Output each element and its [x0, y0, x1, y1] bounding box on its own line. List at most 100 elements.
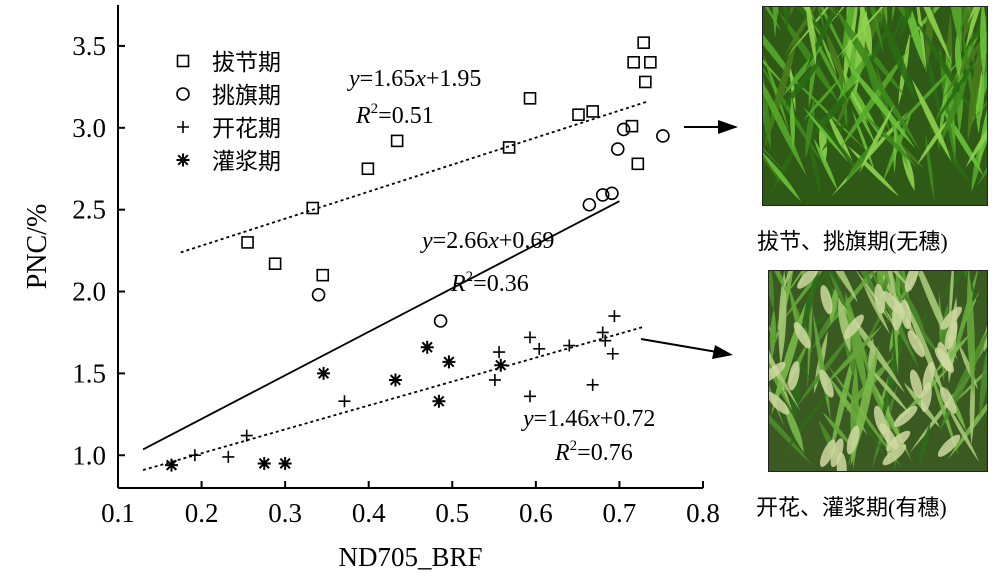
square-marker — [627, 56, 640, 69]
leaf-blade — [763, 99, 765, 103]
square-marker — [631, 157, 645, 171]
arrow-head — [712, 345, 733, 359]
wheat-ear — [819, 439, 836, 468]
x-tick-label: 0.1 — [101, 498, 135, 528]
leaf-blade — [825, 32, 846, 87]
r2-val: =0.76 — [577, 440, 633, 466]
leaf-blade — [781, 390, 830, 457]
x-tick-label: 0.5 — [435, 498, 469, 528]
wheat-ear — [846, 425, 860, 455]
arrow-head — [718, 120, 738, 134]
x-tick-label: 0.7 — [603, 498, 637, 528]
leaf-blade — [979, 69, 985, 121]
wheat-ear — [843, 314, 864, 340]
regression-equation: y=1.65x+1.95 — [347, 66, 481, 92]
leaf-blade — [916, 7, 927, 74]
r2-r: R — [554, 440, 570, 466]
regression-line-3 — [142, 325, 645, 471]
leaf-blade — [764, 7, 782, 32]
leaf-blade — [835, 271, 858, 303]
plus-marker — [493, 346, 506, 359]
legend-label: 拔节期 — [212, 50, 281, 76]
x-tick-label: 0.4 — [352, 498, 386, 528]
square-marker — [586, 105, 599, 118]
plus-marker — [563, 339, 576, 352]
plus-marker — [533, 342, 546, 355]
legend-label: 灌浆期 — [212, 149, 281, 175]
leaf-blade — [808, 137, 822, 198]
leaf-blade — [965, 129, 987, 168]
leaf-blade — [879, 308, 908, 432]
wheat-ear — [907, 330, 925, 358]
leaf-blade — [967, 7, 978, 25]
wheat-ear — [873, 405, 887, 435]
leaf-blade — [813, 138, 838, 191]
leaf-blade — [784, 7, 830, 60]
leaf-blade — [826, 271, 875, 330]
leaf-blade — [964, 7, 981, 52]
eq-slope: =2.66 — [433, 228, 489, 254]
leaf-blade — [829, 271, 848, 311]
eq-intercept: +1.95 — [426, 66, 482, 92]
leaf-blade — [911, 78, 952, 162]
leaf-blade — [779, 12, 840, 104]
legend-label: 开花期 — [212, 116, 281, 142]
leaf-blade — [763, 29, 799, 149]
leaf-blade — [902, 288, 926, 335]
leaf-blade — [811, 81, 858, 137]
leaf-blade — [942, 31, 987, 99]
leaf-blade — [805, 96, 815, 159]
leaf-blade — [834, 7, 884, 61]
leaf-blade — [954, 33, 962, 80]
r2-val: =0.51 — [378, 103, 434, 129]
square-marker — [390, 134, 404, 148]
leaf-blade — [818, 271, 828, 287]
leaf-blade — [964, 271, 967, 278]
leaf-blade — [891, 7, 896, 23]
circle-marker — [605, 186, 619, 201]
wheat-ear — [904, 271, 919, 293]
square-marker — [241, 236, 254, 249]
plus-marker — [240, 429, 253, 442]
leaf-blade — [882, 7, 888, 27]
y-tick-label: 1.5 — [72, 358, 106, 388]
leaf-blade — [963, 271, 981, 310]
leaf-blade — [819, 7, 859, 82]
circle-marker — [595, 188, 610, 202]
y-tick-label: 3.5 — [72, 31, 106, 61]
square-marker — [625, 119, 639, 133]
square-marker — [361, 162, 375, 176]
leaf-blade — [814, 7, 815, 9]
arrows — [640, 120, 738, 359]
wheat-ear — [940, 306, 962, 330]
leaf-blade — [763, 152, 802, 202]
leaf-blade — [844, 59, 916, 149]
leaf-blade — [812, 298, 844, 350]
plus-marker — [222, 450, 235, 463]
asterisk-marker — [164, 458, 178, 472]
leaf-blade — [778, 271, 787, 366]
x-tick-label: 0.3 — [268, 498, 302, 528]
circle-marker — [311, 287, 326, 302]
leaf-blade — [846, 293, 876, 397]
plus-marker — [599, 334, 612, 347]
square-marker — [637, 36, 650, 49]
leaf-blade — [941, 75, 968, 142]
leaf-blade — [784, 56, 823, 108]
leaf-blade — [789, 62, 796, 112]
asterisk-marker — [388, 373, 402, 387]
leaf-blade — [925, 50, 941, 115]
wheat-ear — [882, 444, 907, 466]
wheat-ear — [830, 438, 844, 468]
leaf-blade — [889, 7, 908, 48]
eq-x: x — [487, 228, 499, 254]
wheat-ear — [882, 290, 904, 316]
leaf-blade — [979, 350, 987, 418]
leaf-blade — [763, 82, 807, 177]
leaf-blade — [929, 50, 983, 132]
asterisk-marker — [442, 355, 456, 369]
eq-intercept: +0.72 — [600, 406, 656, 432]
r2-val: =0.36 — [473, 271, 529, 297]
